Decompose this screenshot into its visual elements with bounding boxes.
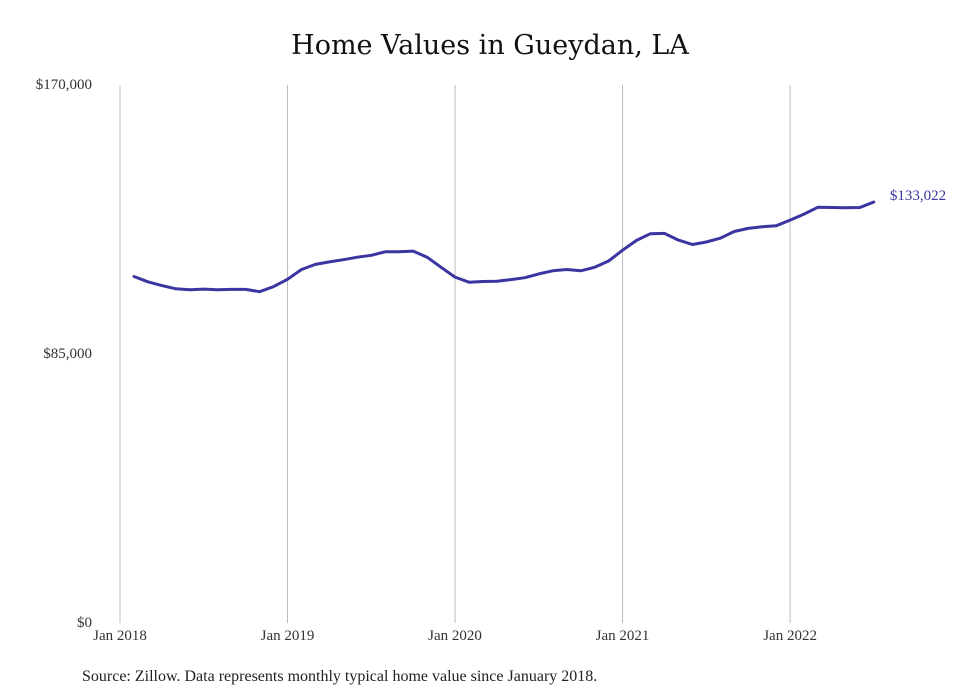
x-tick-label: Jan 2019 xyxy=(261,628,315,644)
plot-area: $133,022 xyxy=(132,188,946,294)
x-axis: Jan 2018 Jan 2019 Jan 2020 Jan 2021 Jan 2022 xyxy=(93,628,817,644)
source-note: Source: Zillow. Data represents monthly … xyxy=(82,668,598,685)
grid-lines xyxy=(119,85,791,623)
y-axis: $0 $85,000 $170,000 xyxy=(36,77,92,631)
x-tick-label: Jan 2022 xyxy=(763,628,817,644)
series-line xyxy=(132,200,876,294)
y-tick-label: $170,000 xyxy=(36,77,92,93)
end-value-label: $133,022 xyxy=(890,188,946,204)
y-tick-label: $0 xyxy=(77,615,92,631)
chart-title: Home Values in Gueydan, LA xyxy=(291,30,689,61)
y-tick-label: $85,000 xyxy=(43,346,92,362)
x-tick-label: Jan 2020 xyxy=(428,628,482,644)
x-tick-label: Jan 2018 xyxy=(93,628,147,644)
x-tick-label: Jan 2021 xyxy=(596,628,650,644)
